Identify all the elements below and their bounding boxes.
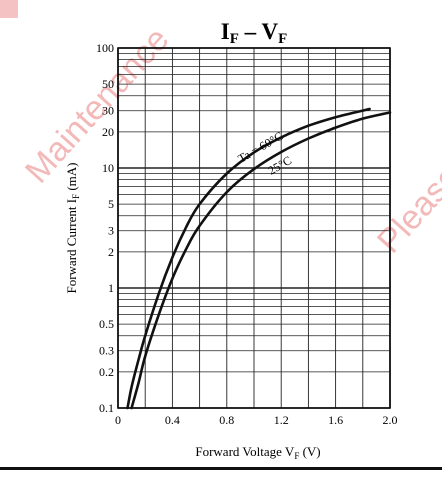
x-tick-label: 0.4 — [165, 413, 180, 427]
x-tick-label: 0 — [115, 413, 121, 427]
y-tick-label: 5 — [108, 197, 114, 211]
curve-ta-60c — [126, 107, 371, 410]
y-tick-label: 0.2 — [99, 365, 114, 379]
x-tick-label: 1.6 — [328, 413, 343, 427]
y-tick-label: 10 — [102, 161, 114, 175]
y-tick-label: 20 — [102, 125, 114, 139]
x-axis-label: Forward Voltage VF (V) — [195, 444, 320, 461]
y-tick-label: 0.5 — [99, 317, 114, 331]
x-tick-label: 0.8 — [219, 413, 234, 427]
x-tick-label: 1.2 — [274, 413, 289, 427]
curve-ta-25c — [130, 111, 392, 410]
annotation-25c: 25°C — [266, 153, 294, 178]
x-tick-label: 2.0 — [383, 413, 398, 427]
y-tick-label: 50 — [102, 77, 114, 91]
plot-frame — [117, 47, 391, 409]
chart-title: IF – VF — [221, 19, 288, 47]
y-tick-label: 2 — [108, 245, 114, 259]
y-tick-label: 100 — [96, 41, 114, 55]
y-tick-label: 0.3 — [99, 344, 114, 358]
y-tick-label: 30 — [102, 104, 114, 118]
corner-mark — [0, 0, 18, 18]
y-axis-label: Forward Current IF (mA) — [64, 162, 81, 293]
y-tick-label: 0.1 — [99, 401, 114, 415]
page-bottom-rule — [0, 467, 442, 470]
y-tick-label: 1 — [108, 281, 114, 295]
y-tick-label: 3 — [108, 224, 114, 238]
